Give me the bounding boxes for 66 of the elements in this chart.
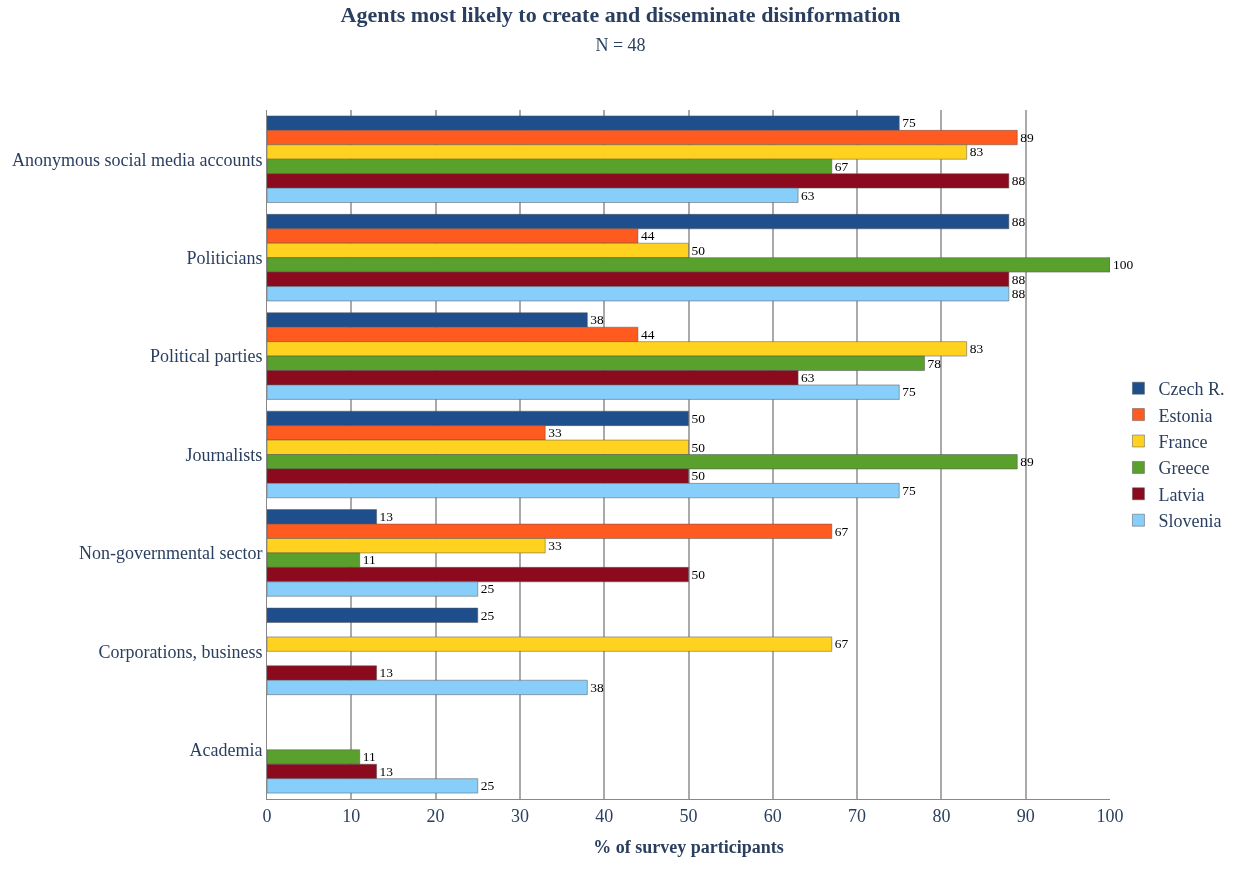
data-label: 67	[834, 636, 849, 652]
y-tick-label: Politicians	[186, 247, 263, 268]
x-tick-label: 10	[342, 805, 361, 826]
legend-label: Slovenia	[1158, 511, 1222, 532]
data-label: 13	[379, 665, 394, 681]
data-label: 67	[834, 158, 849, 174]
data-label: 50	[691, 410, 706, 426]
legend-label: Estonia	[1158, 405, 1213, 426]
x-tick-label: 100	[1096, 805, 1124, 826]
y-tick-label: Non-governmental sector	[78, 543, 263, 564]
x-tick-label: 60	[763, 805, 782, 826]
x-axis-title: % of survey participants	[593, 836, 784, 857]
data-label: 25	[480, 607, 495, 623]
x-tick-label: 50	[679, 805, 698, 826]
chart-subtitle: N = 48	[595, 34, 646, 55]
y-tick-label: Anonymous social media accounts	[11, 149, 263, 170]
data-label: 75	[902, 482, 916, 498]
data-label: 44	[640, 228, 655, 244]
data-label: 33	[548, 538, 562, 554]
data-label: 25	[480, 581, 495, 597]
data-label: 75	[902, 115, 916, 131]
data-label: 11	[362, 749, 376, 765]
data-label: 50	[691, 242, 706, 258]
data-label: 100	[1113, 257, 1134, 273]
x-tick-label: 70	[848, 805, 867, 826]
x-tick-label: 30	[510, 805, 529, 826]
data-label: 75	[902, 384, 916, 400]
x-tick-label: 40	[595, 805, 614, 826]
data-label: 89	[1020, 129, 1035, 145]
data-label: 38	[590, 312, 605, 328]
x-tick-label: 80	[932, 805, 951, 826]
data-label: 88	[1011, 286, 1026, 302]
y-tick-label: Political parties	[149, 346, 263, 367]
data-label: 13	[379, 763, 394, 779]
data-label: 83	[969, 144, 984, 160]
data-label: 89	[1020, 454, 1035, 470]
x-tick-label: 0	[262, 805, 272, 826]
data-label: 88	[1011, 213, 1026, 229]
data-label: 13	[379, 509, 394, 525]
data-label: 63	[801, 187, 815, 203]
legend-label: Latvia	[1158, 484, 1205, 505]
data-label: 50	[691, 439, 706, 455]
legend-label: France	[1158, 432, 1208, 453]
y-tick-label: Corporations, business	[98, 641, 263, 662]
data-label: 25	[480, 778, 495, 794]
data-label: 78	[927, 355, 942, 371]
data-label: 67	[834, 523, 849, 539]
data-label: 50	[691, 468, 706, 484]
data-label: 44	[640, 326, 655, 342]
bar	[267, 607, 478, 623]
y-tick-label: Academia	[189, 740, 263, 761]
data-label: 83	[969, 341, 984, 357]
data-label: 88	[1011, 271, 1026, 287]
chart-title: Agents most likely to create and disseminate disinformation	[340, 2, 901, 28]
data-label: 63	[801, 370, 815, 386]
data-label: 88	[1011, 173, 1026, 189]
data-label: 38	[590, 679, 605, 695]
bar	[267, 636, 833, 652]
legend-label: Czech R.	[1158, 379, 1225, 400]
x-tick-label: 90	[1016, 805, 1035, 826]
data-label: 33	[548, 425, 562, 441]
legend-label: Greece	[1158, 458, 1210, 479]
y-tick-label: Journalists	[185, 444, 263, 465]
data-label: 50	[691, 566, 706, 582]
data-label: 11	[362, 552, 376, 568]
x-tick-label: 20	[426, 805, 445, 826]
